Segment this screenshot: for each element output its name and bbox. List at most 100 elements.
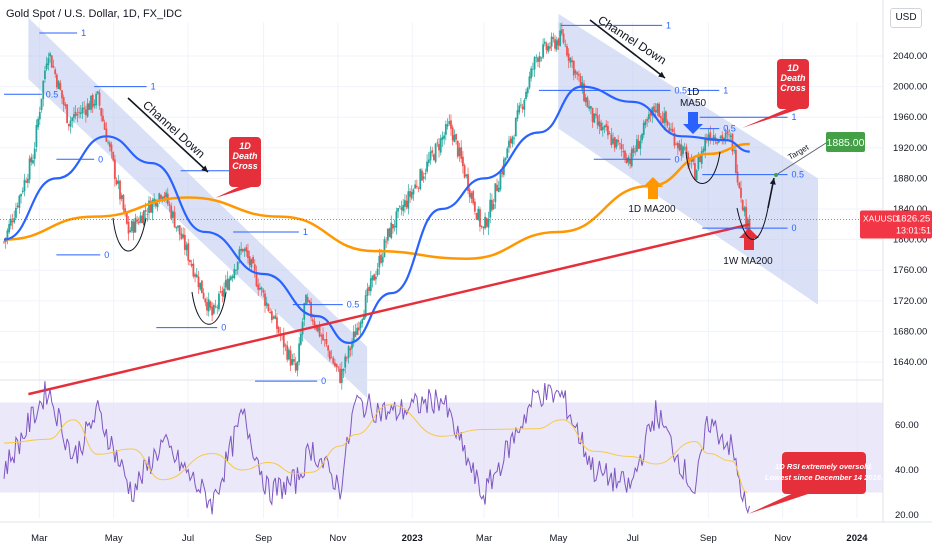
candle-body: [340, 368, 343, 383]
candle-body: [257, 284, 260, 290]
candle-body: [182, 234, 185, 238]
candle-body: [658, 103, 661, 117]
candle-body: [400, 207, 403, 210]
time-axis[interactable]: Mar May Jul Sep Nov 2023 Mar May Jul Sep Nov 2024: [0, 521, 932, 544]
candle-body: [721, 135, 724, 141]
chart-title: Gold Spot / U.S. Dollar, 1D, FX_IDC: [6, 8, 183, 20]
candle-body: [607, 125, 609, 136]
candle-body: [528, 76, 531, 88]
rsi-tick-label: 60.00: [895, 420, 919, 431]
candle-body: [241, 248, 244, 252]
candle-body: [91, 94, 94, 108]
candle-body: [537, 57, 539, 62]
candle-body: [30, 157, 33, 163]
candle-body: [412, 189, 415, 195]
price-tag: [860, 210, 932, 239]
candle-body: [105, 128, 108, 142]
candle-body: [62, 97, 65, 105]
candle-body: [501, 171, 504, 175]
candle-body: [306, 297, 309, 302]
candle-body: [419, 169, 422, 190]
candle-body: [21, 190, 24, 193]
candle-body: [533, 57, 536, 70]
candle-body: [96, 91, 99, 94]
candle-body: [375, 276, 377, 280]
channel-arrow-1: [127, 97, 209, 173]
candle-body: [200, 280, 203, 294]
target-label: Target: [787, 142, 811, 161]
candle-body: [526, 87, 529, 94]
candle-body: [170, 205, 173, 219]
candle-body: [334, 362, 336, 367]
candle-body: [687, 152, 690, 166]
candle-body: [93, 104, 96, 106]
candle-body: [446, 124, 449, 127]
time-tick-label: May: [549, 533, 567, 544]
bottom-arc-1: [112, 217, 147, 252]
candle-body: [42, 80, 45, 99]
candle-body: [28, 158, 31, 180]
candle-body: [76, 114, 79, 116]
candle-body: [523, 100, 526, 110]
candle-body: [86, 103, 89, 117]
candle-body: [636, 139, 638, 152]
candle-body: [583, 83, 585, 102]
candle-body: [417, 187, 420, 189]
candle-body: [576, 72, 579, 75]
candle-body: [310, 302, 312, 318]
candle-body: [564, 44, 567, 46]
candle-body: [88, 103, 91, 110]
candle-body: [499, 173, 502, 190]
candle-body: [397, 208, 399, 212]
rsi-tick-label: 40.00: [895, 465, 919, 476]
candle-body: [639, 140, 642, 149]
candle-body: [183, 234, 186, 250]
candle-body: [32, 160, 34, 164]
candle-body: [680, 144, 683, 156]
candle-body: [305, 294, 307, 305]
candle-body: [323, 339, 326, 341]
candle-body: [117, 180, 120, 184]
candle-body: [9, 218, 12, 226]
candle-body: [131, 220, 133, 232]
candle-body: [644, 121, 647, 125]
candle-body: [125, 213, 128, 224]
candle-body: [390, 222, 393, 239]
fib-label: 0: [675, 154, 680, 164]
candle-body: [115, 179, 118, 185]
candle-body: [728, 134, 730, 136]
candle-body: [629, 159, 632, 165]
candle-body: [366, 288, 369, 296]
candle-body: [598, 121, 601, 127]
candle-body: [15, 207, 17, 218]
candle-body: [653, 106, 655, 113]
candle-body: [514, 117, 517, 137]
candle-body: [671, 128, 674, 132]
candle-body: [328, 351, 331, 360]
fib-label: 0.5: [347, 300, 360, 310]
price-tag-countdown: 13:01:51: [896, 226, 931, 236]
candle-body: [540, 57, 543, 59]
currency-button[interactable]: USD: [890, 8, 922, 28]
candle-body: [61, 90, 63, 99]
candle-body: [520, 104, 522, 106]
candle-body: [649, 112, 652, 116]
candle-body: [190, 263, 193, 266]
candle-body: [368, 286, 370, 291]
candle-body: [45, 63, 48, 70]
candle-body: [497, 187, 500, 193]
candle-body: [468, 189, 471, 198]
price-axis[interactable]: 2040.00 2000.00 1960.00 1920.00 1880.00 1840.…: [882, 0, 927, 522]
candle-body: [695, 170, 698, 181]
candle-body: [492, 203, 495, 210]
candle-body: [516, 110, 519, 119]
candle-body: [543, 41, 546, 44]
candle-body: [444, 124, 447, 135]
fib-label: 1: [666, 20, 671, 30]
candle-body: [55, 74, 58, 88]
candle-body: [142, 210, 145, 226]
candle-body: [663, 112, 666, 123]
candle-body: [25, 180, 28, 183]
